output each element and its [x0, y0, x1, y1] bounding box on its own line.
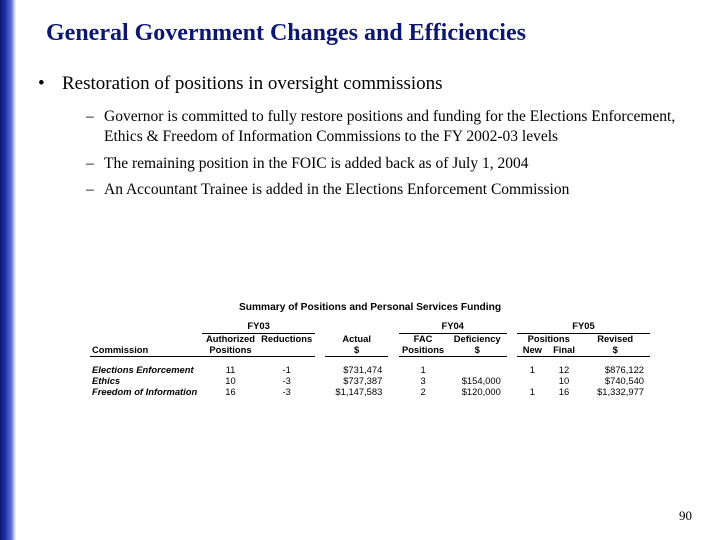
- cell: -3: [259, 376, 315, 387]
- sub-bullet-item: – Governor is committed to fully restore…: [86, 107, 696, 147]
- cell: 1: [517, 365, 548, 376]
- summary-table-region: Summary of Positions and Personal Servic…: [90, 302, 650, 397]
- table-title: Summary of Positions and Personal Servic…: [90, 302, 650, 313]
- cell: 16: [202, 387, 258, 398]
- col-header: Commission: [90, 345, 202, 357]
- cell: $731,474: [325, 365, 388, 376]
- dash-icon: –: [86, 180, 104, 200]
- left-gradient-bar: [0, 0, 16, 540]
- col-header: Actual: [325, 333, 388, 344]
- cell: [448, 365, 507, 376]
- col-header: Positions: [517, 333, 580, 344]
- fy05-header: FY05: [517, 321, 650, 333]
- cell: $737,387: [325, 376, 388, 387]
- slide-title: General Government Changes and Efficienc…: [46, 20, 708, 47]
- table-header-row: Commission Positions $ Positions $ New F…: [90, 345, 650, 357]
- table-header-row: FY03 FY04 FY05: [90, 321, 650, 333]
- cell: $1,332,977: [580, 387, 650, 398]
- col-header: Authorized: [202, 333, 258, 344]
- cell: $154,000: [448, 376, 507, 387]
- cell: $740,540: [580, 376, 650, 387]
- col-header: Final: [548, 345, 581, 357]
- col-header: Deficiency: [448, 333, 507, 344]
- sub-bullet-text: The remaining position in the FOIC is ad…: [104, 154, 528, 174]
- sub-bullet-list: – Governor is committed to fully restore…: [86, 107, 696, 200]
- summary-table: FY03 FY04 FY05 Authorized Reductions Act…: [90, 321, 650, 397]
- main-bullet: • Restoration of positions in oversight …: [38, 73, 708, 95]
- cell: 16: [548, 387, 581, 398]
- cell: [517, 376, 548, 387]
- row-label: Freedom of Information: [90, 387, 202, 398]
- cell: 10: [202, 376, 258, 387]
- col-header: [259, 345, 315, 357]
- col-header: $: [325, 345, 388, 357]
- cell: $876,122: [580, 365, 650, 376]
- cell: 12: [548, 365, 581, 376]
- cell: $120,000: [448, 387, 507, 398]
- sub-bullet-text: An Accountant Trainee is added in the El…: [104, 180, 569, 200]
- sub-bullet-item: – The remaining position in the FOIC is …: [86, 154, 696, 174]
- bullet-dot-icon: •: [38, 73, 62, 95]
- main-bullet-text: Restoration of positions in oversight co…: [62, 73, 443, 95]
- col-header: Positions: [399, 345, 448, 357]
- col-header: $: [580, 345, 650, 357]
- col-header: Positions: [202, 345, 258, 357]
- cell: -3: [259, 387, 315, 398]
- table-row: Freedom of Information 16 -3 $1,147,583 …: [90, 387, 650, 398]
- table-row: Ethics 10 -3 $737,387 3 $154,000 10 $740…: [90, 376, 650, 387]
- row-label: Elections Enforcement: [90, 365, 202, 376]
- cell: 1: [517, 387, 548, 398]
- cell: $1,147,583: [325, 387, 388, 398]
- col-header: $: [448, 345, 507, 357]
- col-header: Revised: [580, 333, 650, 344]
- page-number: 90: [679, 508, 692, 524]
- table-row: Elections Enforcement 11 -1 $731,474 1 1…: [90, 365, 650, 376]
- sub-bullet-item: – An Accountant Trainee is added in the …: [86, 180, 696, 200]
- dash-icon: –: [86, 107, 104, 147]
- cell: 3: [399, 376, 448, 387]
- cell: 10: [548, 376, 581, 387]
- fy03-header: FY03: [202, 321, 314, 333]
- col-header: New: [517, 345, 548, 357]
- cell: 1: [399, 365, 448, 376]
- table-header-row: Authorized Reductions Actual FAC Deficie…: [90, 333, 650, 344]
- col-header: Reductions: [259, 333, 315, 344]
- row-label: Ethics: [90, 376, 202, 387]
- cell: 11: [202, 365, 258, 376]
- sub-bullet-text: Governor is committed to fully restore p…: [104, 107, 696, 147]
- fy04-header: FY04: [399, 321, 507, 333]
- dash-icon: –: [86, 154, 104, 174]
- col-header: FAC: [399, 333, 448, 344]
- cell: 2: [399, 387, 448, 398]
- slide-content: General Government Changes and Efficienc…: [38, 20, 708, 207]
- cell: -1: [259, 365, 315, 376]
